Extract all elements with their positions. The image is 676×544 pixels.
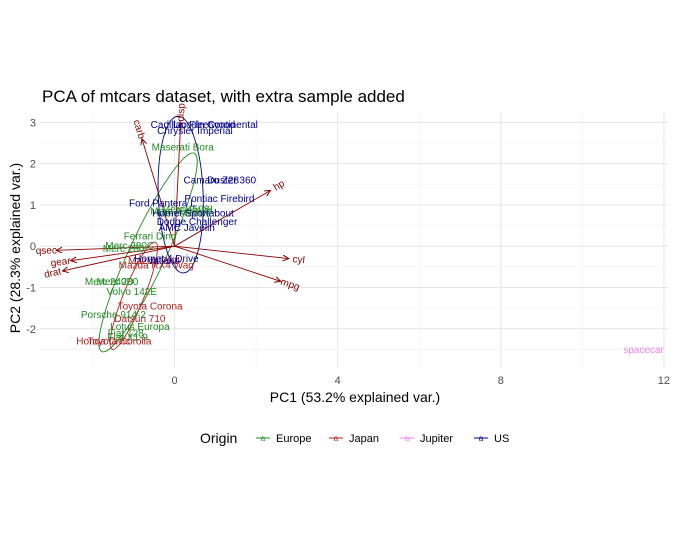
loading-label-drat: drat	[43, 266, 62, 281]
point-label: Mazda RX4	[128, 256, 181, 267]
y-tick-label: 0	[30, 241, 36, 253]
point-label: Hornet 4 Drive	[134, 254, 199, 265]
point-label: Honda Civic	[76, 337, 130, 348]
y-axis-label: PC2 (28.3% explained var.)	[7, 163, 23, 333]
point-label: Merc 280	[103, 244, 145, 255]
loading-arrow-mpg	[174, 245, 281, 281]
point-label: Cadillac Fleetwood	[151, 120, 236, 131]
loading-arrow-hp	[174, 190, 271, 247]
loading-arrow-gear	[71, 245, 175, 260]
loading-arrow-carb	[142, 139, 176, 247]
point-label: Chrysler Imperial	[157, 126, 233, 137]
point-label: Fiat 128	[108, 328, 145, 339]
point-label: Mazda RX4 Wag	[119, 260, 194, 271]
point-label: Duster 360	[207, 176, 256, 187]
legend-label: Jupiter	[420, 433, 453, 445]
point-label: Fiat X1-9	[107, 333, 148, 344]
loading-arrow-cyl	[174, 245, 289, 258]
point-label: Toyota Corolla	[88, 337, 152, 348]
loading-label-mpg: mpg	[279, 277, 301, 294]
ellipse-europe	[98, 152, 198, 353]
point-label: Volvo 142E	[106, 287, 157, 298]
loading-label-cyl: cyl	[292, 254, 305, 266]
point-label: Lotus Europa	[110, 322, 170, 333]
loading-label-qsec: qsec	[36, 245, 57, 257]
legend-label: US	[494, 433, 509, 445]
point-label: Porsche 914-2	[81, 310, 146, 321]
legend-entry-japan: a Japan	[329, 433, 379, 445]
y-tick-label: -2	[26, 324, 36, 336]
x-tick-label: 4	[335, 375, 341, 387]
point-label: Pontiac Firebird	[184, 194, 254, 205]
point-label: Datsun 710	[114, 314, 166, 325]
point-label: Ferrari Dino	[124, 231, 177, 242]
point-label: AMC Javelin	[159, 223, 215, 234]
y-tick-label: 1	[30, 200, 36, 212]
loading-arrow-disp	[174, 122, 181, 247]
loading-label-gear: gear	[50, 256, 72, 270]
legend-key-glyph: a	[405, 434, 410, 443]
x-tick-label: 0	[172, 375, 178, 387]
grid	[40, 112, 668, 368]
ellipse-japan	[109, 241, 158, 350]
legend-key-glyph: a	[479, 434, 484, 443]
legend-label: Japan	[349, 433, 379, 445]
legend-entry-europe: a Europe	[256, 433, 311, 445]
y-tick-label: 3	[30, 117, 36, 129]
point-label: Valiant	[147, 256, 177, 267]
chart-title: PCA of mtcars dataset, with extra sample…	[42, 87, 405, 106]
point-label: Toyota Corona	[118, 302, 183, 313]
x-axis-label: PC1 (53.2% explained var.)	[270, 389, 440, 405]
legend-entry-jupiter: a Jupiter	[400, 433, 453, 445]
point-label: Merc 450SE	[157, 209, 212, 220]
loading-label-hp: hp	[272, 178, 288, 193]
y-tick-label: 2	[30, 159, 36, 171]
point-label: Merc 450SL	[162, 205, 216, 216]
loading-arrow-qsec	[56, 245, 175, 250]
point-label: Merc 240D	[85, 277, 134, 288]
legend-key-glyph: a	[334, 434, 339, 443]
x-tick-label: 8	[498, 375, 504, 387]
legend-entry-us: a US	[474, 433, 509, 445]
point-label: Camaro Z28	[183, 176, 239, 187]
point-label: Merc 450SLC	[150, 207, 211, 218]
point-label: Merc 280C	[105, 241, 154, 252]
legend: Origin a Europe a Japan a Jupiter a US	[200, 430, 509, 446]
loading-label-disp: disp	[176, 102, 188, 121]
y-tick-label: -1	[26, 282, 36, 294]
group-ellipses	[98, 115, 204, 353]
ellipse-us	[157, 115, 204, 274]
legend-label: Europe	[276, 433, 311, 445]
point-label: Merc 230	[97, 277, 139, 288]
legend-key-glyph: a	[261, 434, 266, 443]
point-label: Hornet Sportabout	[152, 209, 234, 220]
point-label: spacecar	[623, 345, 664, 356]
legend-title: Origin	[200, 430, 237, 446]
x-tick-label: 12	[658, 375, 670, 387]
point-label: Dodge Challenger	[157, 217, 238, 228]
loading-arrow-drat	[62, 245, 175, 271]
point-label: Lincoln Continental	[173, 120, 258, 131]
point-label: Ford Pantera L	[129, 198, 196, 209]
point-label: Maserati Bora	[152, 143, 215, 154]
